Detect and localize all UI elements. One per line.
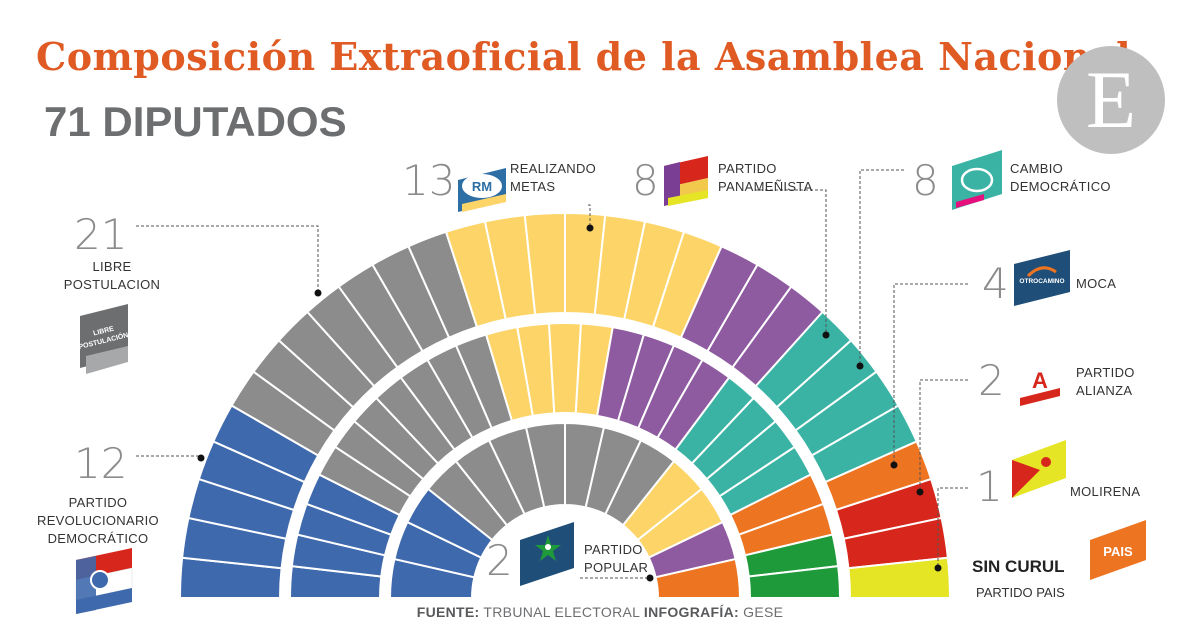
cd-count: 8 (912, 156, 939, 205)
libre-count: 21 (74, 210, 128, 259)
moca-badge-text: OTROCAMINO (1019, 278, 1064, 285)
panamenista-badge (664, 156, 708, 206)
rm-badge-text: RM (472, 179, 492, 194)
leader-line-0 (136, 225, 319, 293)
leader-line-2 (588, 204, 591, 228)
total-seats-subtitle: 71 DIPUTADOS (44, 98, 347, 145)
leader-dot-3 (822, 331, 830, 339)
panamenista-count: 8 (632, 156, 659, 205)
sin-curul-label: SIN CURUL (972, 557, 1065, 576)
cambio-democratico-badge (952, 150, 1002, 210)
rm-count: 13 (402, 156, 456, 205)
prd-label: PARTIDO REVOLUCIONARIO DEMOCRÁTICO (37, 495, 159, 546)
moca-badge: OTROCAMINO (1014, 250, 1070, 306)
leader-line-4 (859, 169, 904, 366)
source-footer: FUENTE: TRBUNAL ELECTORAL INFOGRAFÍA: GE… (0, 604, 1200, 620)
partido-popular-badge (520, 522, 574, 586)
leader-line-7 (937, 487, 968, 568)
prd-flag-badge (75, 548, 133, 614)
libre-badge-line1: LIBRE (93, 326, 115, 338)
publisher-logo: E (1057, 46, 1165, 154)
pais-badge-text: PAIS (1103, 544, 1133, 559)
prd-count: 12 (74, 439, 128, 488)
alianza-label: PARTIDO ALIANZA (1076, 365, 1135, 398)
alianza-count: 2 (978, 356, 1005, 405)
leader-dot-8 (646, 574, 654, 582)
alianza-badge: A (1020, 368, 1066, 408)
molirena-label: MOLIRENA (1070, 484, 1141, 499)
seat-popular (747, 564, 842, 599)
leader-line-3 (755, 189, 827, 335)
molirena-badge (1012, 440, 1066, 498)
popular-count: 2 (486, 536, 513, 585)
leader-dot-0 (314, 289, 322, 297)
source-label: FUENTE: (416, 604, 480, 620)
moca-label: MOCA (1076, 276, 1117, 291)
leader-dot-5 (890, 461, 898, 469)
seat-arcs (178, 211, 952, 599)
moca-count: 4 (982, 259, 1009, 308)
leader-dot-6 (916, 488, 924, 496)
infographic-label: INFOGRAFÍA: (643, 604, 739, 620)
libre-label: LIBRE POSTULACION (63, 259, 161, 292)
libre-postulacion-badge: LIBRE POSTULACIÓN (78, 304, 129, 374)
molirena-count: 1 (976, 462, 1003, 511)
page-title: Composición Extraoficial de la Asamblea … (36, 34, 1132, 79)
leader-lines (136, 169, 968, 582)
popular-label: PARTIDO POPULAR (584, 542, 649, 575)
rm-badge: RM (458, 168, 506, 212)
infographic-text: GESE (738, 604, 784, 620)
leader-line-6 (919, 379, 968, 492)
leader-dot-1 (197, 454, 205, 462)
seat-molirena (847, 556, 952, 599)
pais-party-label: PARTIDO PAIS (976, 585, 1065, 600)
source-text: TRBUNAL ELECTORAL (479, 604, 644, 620)
pais-badge: PAIS (1090, 520, 1146, 580)
leader-dot-7 (934, 564, 942, 572)
leader-dot-4 (856, 362, 864, 370)
seat-moca (654, 557, 742, 599)
cd-label: CAMBIO DEMOCRÁTICO (1010, 161, 1111, 194)
leader-line-1 (136, 455, 202, 458)
leader-dot-2 (586, 224, 594, 232)
panamenista-label: PARTIDO PANAMEÑISTA (718, 161, 813, 194)
rm-label: REALIZANDO METAS (510, 161, 597, 194)
alianza-badge-text: A (1032, 368, 1048, 393)
